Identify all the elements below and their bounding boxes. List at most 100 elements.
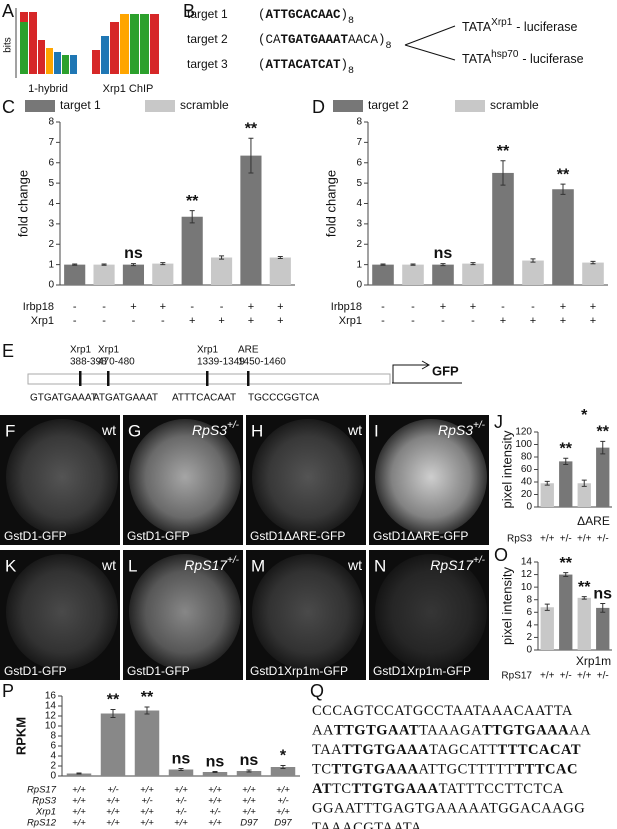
sequence-part: TTGTGAAA <box>352 781 439 797</box>
panel-label: P <box>2 681 14 701</box>
row-label: + <box>160 301 166 313</box>
row-label: - <box>132 315 136 327</box>
y-tick-label: 4 <box>48 198 54 209</box>
y-tick-label: 40 <box>521 477 533 488</box>
gene-name: GFP <box>432 363 459 378</box>
genotype-name: RpS3 <box>192 422 227 438</box>
legend-swatch <box>455 100 485 112</box>
row-label: +/+ <box>72 807 86 818</box>
row-label: + <box>189 315 195 327</box>
y-axis-label: fold change <box>15 170 30 237</box>
genotype-sup: +/- <box>227 555 240 566</box>
target-name: target 3 <box>187 57 228 71</box>
sequence-part: ) <box>341 8 349 22</box>
y-tick-label: 1 <box>356 259 362 270</box>
y-tick-label: 8 <box>48 117 54 128</box>
logo-caption: Xrp1 ChIP <box>103 83 154 95</box>
row-label: + <box>248 301 254 313</box>
error-bar <box>600 440 606 455</box>
genotype: RpS17+/- <box>184 555 239 573</box>
sequence-part: TTGTGAAA <box>332 762 419 778</box>
genotype: wt <box>347 422 362 438</box>
panel-label: A <box>2 1 14 21</box>
logo-letter <box>20 22 28 74</box>
disc-signal <box>252 554 364 670</box>
image-letter: I <box>374 421 379 440</box>
row-label: - <box>102 315 106 327</box>
y-axis-label: RPKM <box>13 717 28 755</box>
y-tick-label: 12 <box>521 569 533 580</box>
logo-letter <box>110 22 119 74</box>
row-label: + <box>590 301 596 313</box>
sequence-part: TC <box>332 781 352 797</box>
row-label: +/- <box>597 671 609 682</box>
y-tick-label: 6 <box>48 157 54 168</box>
genotype: wt <box>347 557 362 573</box>
row-label: - <box>381 315 385 327</box>
panel-label: O <box>494 545 508 565</box>
row-name: Xrp1 <box>35 807 56 818</box>
image-letter: K <box>5 556 17 575</box>
y-tick-label: 14 <box>521 557 533 568</box>
bar <box>270 767 296 776</box>
logo-letter <box>29 12 37 22</box>
genotype-sup: +/- <box>473 420 486 431</box>
logo-letter <box>46 48 53 74</box>
row-label: +/+ <box>242 796 256 807</box>
image-caption: GstD1-GFP <box>4 529 67 543</box>
binding-site <box>107 371 110 386</box>
row-label: - <box>73 301 77 313</box>
error-bar <box>560 183 566 195</box>
significance: ns <box>206 754 225 771</box>
error-bar <box>544 603 550 611</box>
row-label: + <box>530 315 536 327</box>
significance: ns <box>172 751 191 768</box>
sequence-logos <box>15 8 159 78</box>
target-sequence: (ATTGCACAAC)8 <box>258 8 354 27</box>
y-tick-label: 120 <box>515 427 532 438</box>
row-label: +/- <box>175 796 186 807</box>
sequence-part: TGATGAAAT <box>281 33 349 47</box>
target-name: target 2 <box>187 32 228 46</box>
binding-site <box>247 371 250 386</box>
error-bar <box>160 262 166 266</box>
bar <box>210 257 233 285</box>
site-name: ARE <box>238 345 259 356</box>
disc-signal <box>129 419 241 535</box>
sequence-part: GGAATTTGAGTGAAAAATGGACAAGG <box>312 801 585 817</box>
row-label: + <box>130 301 136 313</box>
row-label: + <box>218 315 224 327</box>
sequence-part: ATTACATCAT <box>266 58 342 72</box>
panel-label: J <box>494 412 503 432</box>
image-caption: GstD1-GFP <box>127 529 190 543</box>
reporter-suffix: - luciferase <box>522 52 583 66</box>
site-sequence: GTGATGAAAT <box>30 393 97 404</box>
binding-site <box>206 371 209 386</box>
row-label: +/+ <box>140 818 154 829</box>
row-label: - <box>501 301 505 313</box>
site-name: Xrp1 <box>98 345 120 356</box>
genotype-name: wt <box>347 422 362 438</box>
reporter-sup: Xrp1 <box>491 17 513 28</box>
row-label: +/+ <box>276 785 290 796</box>
panel-label: E <box>2 341 14 361</box>
disc-signal <box>6 554 118 670</box>
error-bar <box>581 596 587 600</box>
sequence-part: TTGTGAAT <box>334 723 419 739</box>
disc-signal <box>375 419 487 535</box>
bar <box>577 597 591 650</box>
sequence-part: TAAAGA <box>419 723 482 739</box>
panel-label: Q <box>310 681 324 701</box>
row-label: - <box>411 315 415 327</box>
logo-letter <box>29 22 37 74</box>
row-label: - <box>471 315 475 327</box>
sequence-line: TCTTGTGAAAATTGCTTTTTTTTCAC <box>312 762 578 778</box>
sequence-part: AA <box>312 723 334 739</box>
bar <box>522 260 544 285</box>
row-label: + <box>277 301 283 313</box>
genotype: RpS17+/- <box>430 555 485 573</box>
site-name: Xrp1 <box>70 345 92 356</box>
image-letter: H <box>251 421 263 440</box>
y-tick-label: 1 <box>48 259 54 270</box>
